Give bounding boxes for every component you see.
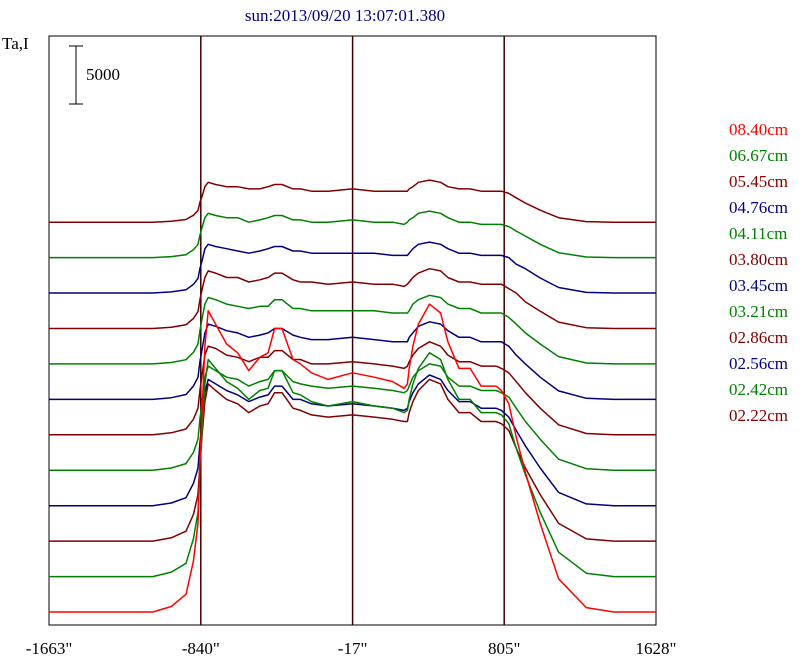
series-line-03.80cm bbox=[49, 341, 656, 436]
series-line-03.45cm bbox=[49, 321, 656, 401]
y-axis-label: Ta,I bbox=[2, 34, 29, 53]
legend-entry: 02.56cm bbox=[729, 354, 788, 373]
series-line-02.86cm bbox=[49, 267, 656, 330]
legend-entry: 02.22cm bbox=[729, 406, 788, 425]
series-line-02.22cm bbox=[49, 179, 656, 223]
scale-bar: 5000 bbox=[69, 45, 120, 105]
scale-bar-label: 5000 bbox=[86, 65, 120, 84]
legend-entry: 03.21cm bbox=[729, 302, 788, 321]
legend-entry: 03.80cm bbox=[729, 250, 788, 269]
x-tick-label: 805" bbox=[488, 639, 520, 658]
legend-entry: 03.45cm bbox=[729, 276, 788, 295]
legend-entry: 08.40cm bbox=[729, 120, 788, 139]
legend-entry: 04.11cm bbox=[729, 224, 787, 243]
legend-entry: 02.86cm bbox=[729, 328, 788, 347]
legend-entry: 05.45cm bbox=[729, 172, 788, 191]
x-axis-ticks: -1663" -840" -17" 805" 1628" bbox=[26, 639, 677, 658]
x-tick-label: 1628" bbox=[636, 639, 677, 658]
series-line-03.21cm bbox=[49, 294, 656, 365]
legend-entry: 06.67cm bbox=[729, 146, 788, 165]
legend-entry: 04.76cm bbox=[729, 198, 788, 217]
series-line-08.40cm bbox=[49, 303, 656, 613]
series-lines bbox=[49, 179, 656, 613]
series-line-02.42cm bbox=[49, 210, 656, 259]
legend: 08.40cm 06.67cm 05.45cm 04.76cm 04.11cm 03.80… bbox=[729, 120, 788, 425]
series-line-02.56cm bbox=[49, 241, 656, 294]
vertical-markers bbox=[200, 36, 505, 625]
chart-title: sun:2013/09/20 13:07:01.380 bbox=[245, 6, 445, 25]
x-tick-label: -17" bbox=[338, 639, 368, 658]
legend-entry: 02.42cm bbox=[729, 380, 788, 399]
x-tick-label: -840" bbox=[182, 639, 220, 658]
x-tick-label: -1663" bbox=[26, 639, 73, 658]
